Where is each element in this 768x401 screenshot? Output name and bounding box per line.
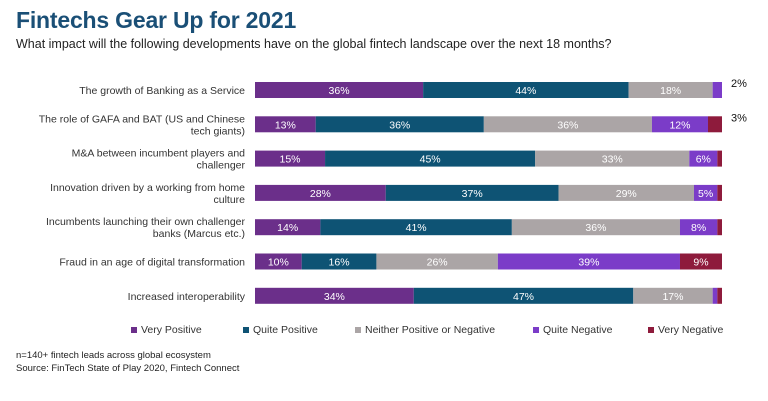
bar-segment (717, 219, 722, 236)
data-label: 28% (310, 188, 331, 200)
data-label: 5% (698, 188, 713, 200)
legend-label: Quite Negative (543, 324, 613, 336)
category-label: challenger (197, 160, 246, 172)
bar-segment (255, 82, 424, 98)
bar-segment (712, 82, 722, 98)
data-label: 41% (406, 222, 427, 234)
bar-segment (651, 116, 708, 133)
data-label: 16% (329, 257, 350, 269)
legend-label: Quite Positive (253, 324, 318, 336)
bar-segment (511, 219, 680, 236)
data-label: 29% (616, 188, 637, 200)
bar-segment (301, 253, 377, 270)
legend-swatch (243, 327, 249, 333)
bar-segment (255, 184, 386, 201)
legend-swatch (648, 327, 654, 333)
data-label: 13% (275, 119, 296, 131)
legend-label: Neither Positive or Negative (365, 324, 495, 336)
source-note: Source: FinTech State of Play 2020, Fint… (16, 363, 240, 374)
chart-title: Fintechs Gear Up for 2021 (16, 7, 297, 33)
bar-segment (679, 219, 718, 236)
outside-data-label: 2% (731, 78, 747, 90)
bar-segment (717, 287, 722, 304)
data-label: 36% (585, 222, 606, 234)
category-label: banks (Marcus etc.) (153, 228, 245, 240)
category-label: M&A between incumbent players and (72, 148, 246, 160)
data-label: 36% (389, 119, 410, 131)
sample-note: n=140+ fintech leads across global ecosy… (16, 350, 211, 361)
footnote: n=140+ fintech leads across global ecosy… (16, 349, 239, 375)
data-label: 18% (660, 85, 681, 97)
bar-segment (679, 253, 722, 270)
legend-swatch (131, 327, 137, 333)
bar-segment (712, 287, 718, 304)
bar-segment (535, 150, 690, 167)
data-label: 33% (602, 154, 623, 166)
bar-segment (707, 116, 722, 133)
bar-segment (320, 219, 512, 236)
bar-segment (423, 82, 629, 98)
data-label: 10% (268, 257, 289, 269)
data-label: 37% (462, 188, 483, 200)
data-label: 36% (329, 85, 350, 97)
bar-segment (693, 184, 718, 201)
category-label: tech giants) (191, 125, 245, 137)
legend-label: Very Negative (658, 324, 724, 336)
category-label: Increased interoperability (128, 291, 246, 303)
bar-segment (717, 150, 722, 167)
category-label: Innovation driven by a working from home (50, 182, 245, 194)
data-label: 34% (324, 291, 345, 303)
bar-segment (483, 116, 652, 133)
bar-segment (633, 287, 713, 304)
category-label: Incumbents launching their own challenge… (46, 216, 246, 228)
data-label: 15% (280, 154, 301, 166)
bar-segment (376, 253, 498, 270)
outside-data-label: 3% (731, 112, 747, 124)
data-label: 26% (427, 257, 448, 269)
legend-swatch (533, 327, 539, 333)
bar-segment (558, 184, 694, 201)
bar-segment (255, 219, 321, 236)
legend-swatch (355, 327, 361, 333)
category-label: Fraud in an age of digital transformatio… (59, 257, 245, 269)
bar-segment (255, 150, 326, 167)
data-label: 45% (420, 154, 441, 166)
data-label: 9% (693, 257, 708, 269)
bar-segment (497, 253, 680, 270)
legend-label: Very Positive (141, 324, 202, 336)
data-label: 8% (691, 222, 706, 234)
bar-segment (689, 150, 718, 167)
data-label: 12% (669, 119, 690, 131)
data-label: 39% (578, 257, 599, 269)
data-label: 47% (513, 291, 534, 303)
bar-segment (385, 184, 559, 201)
data-label: 17% (662, 291, 683, 303)
category-label: The growth of Banking as a Service (79, 85, 245, 97)
category-label: culture (213, 194, 245, 206)
chart-subtitle: What impact will the following developme… (16, 37, 612, 51)
bar-segment (315, 116, 484, 133)
data-label: 44% (515, 85, 536, 97)
bar-segment (255, 287, 414, 304)
data-label: 14% (277, 222, 298, 234)
bar-segment (255, 253, 302, 270)
data-label: 6% (696, 154, 711, 166)
bar-segment (717, 184, 722, 201)
bar-segment (325, 150, 536, 167)
data-label: 36% (557, 119, 578, 131)
category-label: The role of GAFA and BAT (US and Chinese (39, 113, 245, 125)
bar-segment (628, 82, 713, 98)
bar-segment (413, 287, 634, 304)
bar-segment (255, 116, 316, 133)
